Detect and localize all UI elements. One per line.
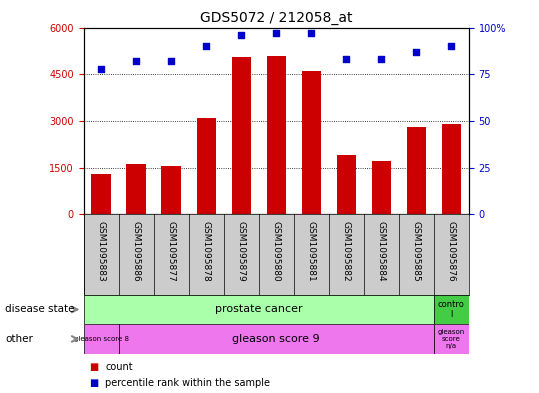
Bar: [162, 166, 181, 214]
Bar: [84, 324, 119, 354]
Text: GSM1095885: GSM1095885: [412, 220, 421, 281]
Point: [412, 49, 421, 55]
Bar: [267, 55, 286, 214]
Point: [272, 30, 281, 36]
Text: gleason score 9: gleason score 9: [232, 334, 320, 344]
Point: [132, 58, 140, 64]
Text: contro
l: contro l: [438, 300, 465, 319]
Text: count: count: [105, 362, 133, 373]
Text: GSM1095882: GSM1095882: [342, 220, 351, 281]
Text: GSM1095884: GSM1095884: [377, 220, 386, 281]
Point: [167, 58, 176, 64]
Text: GSM1095878: GSM1095878: [202, 220, 211, 281]
Point: [97, 65, 106, 72]
Text: percentile rank within the sample: percentile rank within the sample: [105, 378, 270, 388]
Point: [307, 30, 316, 36]
Text: GSM1095886: GSM1095886: [132, 220, 141, 281]
Text: GSM1095880: GSM1095880: [272, 220, 281, 281]
Point: [377, 56, 386, 62]
Bar: [337, 155, 356, 214]
Bar: [232, 57, 251, 214]
Text: GSM1095881: GSM1095881: [307, 220, 316, 281]
Text: GSM1095877: GSM1095877: [167, 220, 176, 281]
Bar: [302, 71, 321, 214]
Bar: [127, 164, 146, 214]
Text: GSM1095876: GSM1095876: [447, 220, 456, 281]
Text: prostate cancer: prostate cancer: [215, 305, 302, 314]
Point: [447, 43, 456, 49]
Bar: [92, 174, 110, 214]
Title: GDS5072 / 212058_at: GDS5072 / 212058_at: [200, 11, 353, 25]
Bar: [372, 161, 391, 214]
Text: ■: ■: [89, 362, 98, 373]
Bar: [119, 324, 434, 354]
Bar: [434, 324, 469, 354]
Text: other: other: [5, 334, 33, 344]
Point: [237, 32, 246, 38]
Point: [202, 43, 211, 49]
Bar: [197, 118, 216, 214]
Bar: [434, 295, 469, 324]
Bar: [442, 124, 461, 214]
Text: gleason score 8: gleason score 8: [73, 336, 129, 342]
Text: GSM1095883: GSM1095883: [96, 220, 106, 281]
Bar: [407, 127, 426, 214]
Text: ■: ■: [89, 378, 98, 388]
Text: disease state: disease state: [5, 305, 75, 314]
Text: GSM1095879: GSM1095879: [237, 220, 246, 281]
Point: [342, 56, 351, 62]
Text: gleason
score
n/a: gleason score n/a: [438, 329, 465, 349]
